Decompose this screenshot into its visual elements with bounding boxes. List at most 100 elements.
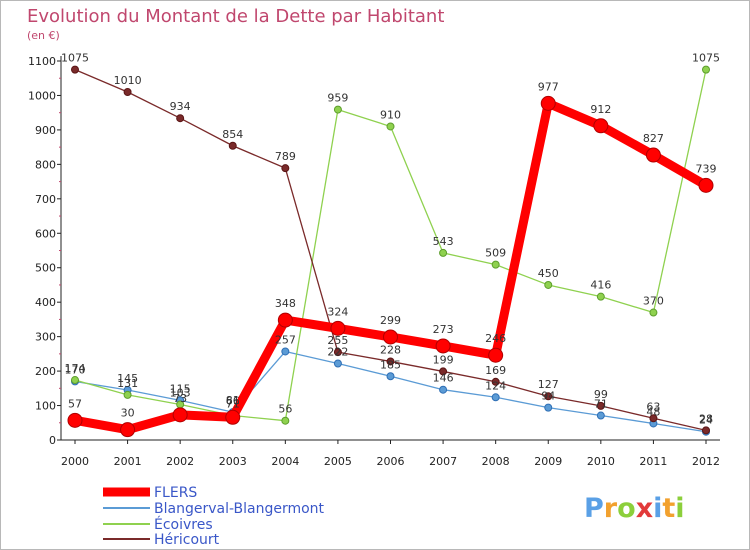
y-tick-label: 500 [35, 262, 56, 275]
data-label-hericourt: 99 [594, 388, 608, 401]
y-tick-label: 0 [49, 434, 56, 447]
data-point-ecoivres [596, 292, 605, 301]
data-point-flers [488, 347, 504, 363]
data-label-blangerval-blangermont: 94 [541, 390, 555, 403]
y-tick-label: 600 [35, 227, 56, 240]
data-point-hericourt [649, 414, 658, 423]
data-point-hericourt [702, 426, 710, 435]
x-tick-label: 2009 [534, 455, 562, 468]
data-label-ecoivres: 56 [278, 403, 292, 416]
data-label-ecoivres: 370 [643, 295, 664, 308]
data-point-hericourt [386, 357, 395, 366]
logo-letter: o [617, 493, 636, 524]
data-label-ecoivres: 509 [485, 247, 506, 260]
data-point-hericourt [176, 114, 185, 123]
data-label-blangerval-blangermont: 71 [594, 398, 608, 411]
data-label-ecoivres: 416 [590, 279, 611, 292]
data-label-ecoivres: 1075 [692, 52, 720, 65]
y-tick-label: 200 [35, 365, 56, 378]
legend-label-blangerval-blangermont: Blangerval-Blangermont [154, 501, 325, 517]
x-tick-label: 2010 [587, 455, 615, 468]
data-label-blangerval-blangermont: 146 [433, 372, 454, 385]
data-label-blangerval-blangermont: 185 [380, 358, 401, 371]
axes: 0 100 200 300 400 500 600 700 800 900 1000 1100 2000… [28, 55, 720, 468]
x-tick-label: 2011 [639, 455, 667, 468]
data-point-flers [120, 422, 136, 438]
data-point-hericourt [333, 348, 342, 357]
data-point-ecoivres [281, 416, 290, 425]
data-point-flers [330, 320, 346, 336]
data-label-flers: 30 [121, 407, 135, 420]
legend-label-flers: FLERS [154, 485, 197, 501]
data-point-ecoivres [71, 376, 79, 385]
data-label-flers: 827 [643, 132, 664, 145]
data-label-ecoivres: 450 [538, 267, 559, 280]
data-label-hericourt: 1010 [114, 74, 142, 87]
data-label-ecoivres: 910 [380, 108, 401, 121]
y-tick-label: 100 [35, 400, 56, 413]
data-labels-layer: 170 145 115 81 257 222 185 146 124 94 71 48 24 174 131… [61, 52, 720, 427]
series-line-flers [70, 98, 711, 435]
data-label-blangerval-blangermont: 124 [485, 379, 506, 392]
y-tick-label: 800 [35, 158, 56, 171]
y-tick-label: 1100 [28, 55, 56, 68]
data-point-flers [225, 409, 241, 425]
logo-letter: t [662, 493, 675, 524]
data-point-hericourt [281, 164, 290, 173]
data-label-blangerval-blangermont: 222 [327, 346, 348, 359]
data-label-blangerval-blangermont: 81 [226, 394, 240, 407]
x-tick-label: 2004 [271, 455, 299, 468]
data-label-hericourt: 228 [380, 343, 401, 356]
y-tick-label: 400 [35, 296, 56, 309]
legend: FLERSBlangerval-BlangermontÉcoivresHéric… [103, 485, 325, 548]
data-label-flers: 246 [485, 332, 506, 345]
data-label-hericourt: 934 [170, 100, 191, 113]
data-label-blangerval-blangermont: 48 [646, 405, 660, 418]
data-label-hericourt: 63 [646, 400, 660, 413]
data-label-hericourt: 255 [327, 334, 348, 347]
data-label-flers: 324 [327, 305, 348, 318]
data-point-blangerval-blangermont [491, 393, 500, 402]
data-point-flers [435, 338, 451, 354]
data-point-hericourt [544, 392, 553, 401]
data-point-blangerval-blangermont [281, 347, 290, 356]
data-point-ecoivres [123, 390, 132, 399]
data-label-ecoivres: 103 [170, 387, 191, 400]
logo-letter: r [604, 493, 618, 524]
data-point-hericourt [71, 65, 79, 74]
data-point-flers [67, 412, 83, 428]
data-point-ecoivres [386, 122, 395, 131]
data-point-flers [593, 118, 609, 134]
data-point-blangerval-blangermont [596, 411, 605, 420]
data-label-flers: 57 [68, 397, 82, 410]
x-tick-label: 2007 [429, 455, 457, 468]
data-label-ecoivres: 543 [433, 235, 454, 248]
data-point-blangerval-blangermont [544, 403, 553, 412]
data-label-ecoivres: 959 [327, 92, 348, 105]
data-point-blangerval-blangermont [439, 385, 448, 394]
data-label-flers: 273 [433, 323, 454, 336]
data-label-hericourt: 28 [699, 412, 713, 425]
x-tick-label: 2012 [692, 455, 720, 468]
data-point-blangerval-blangermont [333, 359, 342, 368]
chart-subtitle: (en €) [27, 29, 60, 42]
data-label-ecoivres: 131 [117, 377, 138, 390]
data-point-flers [172, 407, 188, 423]
data-label-hericourt: 127 [538, 378, 559, 391]
x-tick-label: 2003 [219, 455, 247, 468]
legend-label-hericourt: Héricourt [154, 532, 220, 548]
y-tick-label: 300 [35, 331, 56, 344]
x-tick-label: 2006 [377, 455, 405, 468]
x-tick-label: 2008 [482, 455, 510, 468]
data-point-flers [383, 329, 398, 345]
legend-label-ecoivres: Écoivres [154, 516, 213, 533]
x-tick-label: 2005 [324, 455, 352, 468]
data-point-hericourt [491, 377, 500, 386]
data-label-flers: 73 [173, 392, 187, 405]
series-layer [67, 65, 714, 438]
logo-letter: P [584, 493, 604, 524]
data-point-ecoivres [544, 280, 553, 289]
data-point-hericourt [596, 401, 605, 410]
chart-title: Evolution du Montant de la Dette par Hab… [27, 6, 444, 27]
